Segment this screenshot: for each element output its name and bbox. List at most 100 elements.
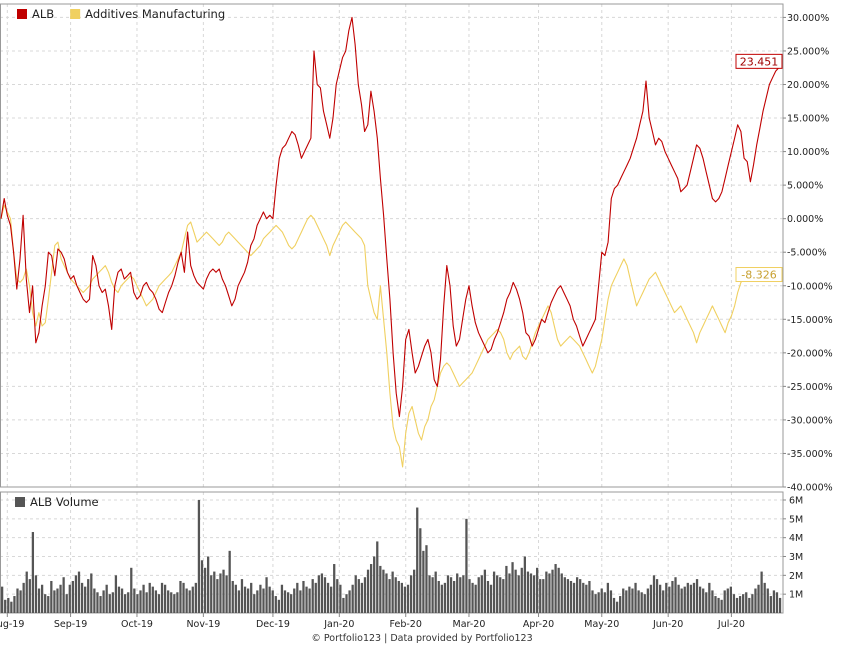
volume-bar — [127, 592, 130, 613]
volume-bar — [246, 588, 250, 613]
volume-bar — [665, 582, 668, 613]
price-y-tick-label: -35.000% — [787, 449, 833, 460]
volume-bar — [290, 594, 293, 613]
volume-bar — [683, 586, 686, 613]
volume-bar — [588, 580, 591, 613]
volume-bar — [443, 582, 447, 613]
volume-bar — [766, 588, 769, 613]
volume-bar — [170, 592, 173, 613]
volume-bar — [634, 582, 637, 613]
volume-bar — [609, 590, 613, 613]
volume-legend[interactable]: ALB Volume — [15, 495, 99, 509]
volume-bar — [274, 596, 277, 613]
volume-bar — [572, 582, 576, 613]
volume-bar — [323, 577, 327, 613]
volume-bar — [449, 577, 453, 613]
volume-bar — [440, 584, 443, 613]
volume-bar — [234, 584, 237, 613]
price-y-tick-label: 25.000% — [787, 46, 829, 57]
volume-bar — [631, 588, 634, 613]
volume-bar — [708, 582, 711, 613]
x-tick-label: Apr-20 — [523, 619, 554, 630]
volume-bar — [462, 575, 465, 613]
volume-bar — [431, 577, 434, 613]
price-y-tick-label: 0.000% — [787, 214, 823, 225]
volume-bar — [74, 575, 78, 613]
x-tick-label: Aug-19 — [0, 619, 24, 630]
price-grid — [0, 4, 783, 488]
volume-bar — [422, 550, 425, 613]
volume-bar — [197, 500, 201, 613]
price-y-axis: 30.000% 25.000% 20.000% 15.000% 10.000% 5.000… — [783, 13, 833, 494]
volume-bar — [154, 590, 158, 613]
volume-bar — [514, 569, 517, 613]
volume-bar — [400, 582, 403, 613]
volume-bar — [133, 588, 136, 613]
volume-bar — [194, 582, 197, 613]
volume-bar — [680, 588, 683, 613]
volume-bar — [16, 588, 19, 613]
x-tick-label: Jul-20 — [717, 619, 745, 630]
volume-bar — [763, 582, 766, 613]
volume-bar — [668, 586, 671, 613]
volume-bar — [225, 575, 228, 613]
volume-bar — [600, 588, 603, 613]
volume-bar — [480, 575, 483, 613]
volume-bar — [674, 577, 677, 613]
volume-bar — [778, 597, 782, 613]
volume-bar — [459, 577, 462, 613]
volume-bar — [330, 586, 333, 613]
volume-bar — [50, 580, 53, 613]
price-y-tick-label: -40.000% — [787, 483, 833, 494]
volume-bar — [492, 571, 496, 613]
volume-bar — [769, 596, 772, 613]
volume-bar — [612, 597, 616, 613]
volume-bar — [689, 584, 693, 613]
volume-bar — [185, 588, 188, 613]
volume-bar — [711, 590, 714, 613]
volume-bar — [637, 590, 640, 613]
volume-bar — [379, 565, 382, 613]
volume-bar — [745, 592, 748, 613]
additives-legend-label: Additives Manufacturing — [85, 7, 225, 21]
volume-bar — [265, 577, 268, 613]
volume-bar — [391, 571, 394, 613]
price-y-tick-label: -15.000% — [787, 315, 833, 326]
volume-y-tick-label: 3M — [789, 552, 803, 563]
volume-bar — [403, 586, 407, 613]
volume-bar — [317, 575, 320, 613]
volume-bar — [659, 584, 662, 613]
alb-legend-swatch — [17, 9, 27, 19]
volume-bar — [419, 528, 422, 613]
volume-bar — [299, 590, 302, 613]
volume-y-tick-label: 5M — [789, 514, 803, 525]
volume-bar — [726, 588, 729, 613]
volume-bar — [582, 582, 585, 613]
volume-legend-label: ALB Volume — [30, 495, 99, 509]
x-tick-label: Mar-20 — [453, 619, 486, 630]
volume-bar — [22, 582, 25, 613]
volume-bar — [732, 594, 736, 613]
price-legend[interactable]: ALB Additives Manufacturing — [17, 7, 225, 21]
volume-bar — [671, 580, 674, 613]
price-series — [0, 16, 783, 468]
volume-y-tick-label: 1M — [789, 590, 803, 601]
volume-bar — [71, 580, 74, 613]
volume-bar — [560, 573, 563, 613]
volume-bar — [594, 594, 597, 613]
volume-bar — [99, 596, 102, 613]
volume-bar — [237, 590, 241, 613]
volume-bar — [622, 588, 625, 613]
volume-bar — [311, 579, 314, 613]
volume-bar — [505, 565, 508, 613]
volume-bar — [253, 594, 256, 613]
additives-line[interactable] — [0, 204, 754, 468]
volume-bar — [563, 577, 566, 613]
volume-bar — [188, 590, 191, 613]
x-axis: Aug-19 Sep-19 Oct-19 Nov-19 Dec-19 Jan-20 Feb-… — [0, 613, 745, 630]
volume-bar — [157, 594, 161, 613]
additives-legend-swatch — [70, 9, 81, 19]
alb-line[interactable] — [0, 16, 783, 418]
volume-bar — [151, 586, 154, 613]
volume-bar — [373, 556, 376, 613]
